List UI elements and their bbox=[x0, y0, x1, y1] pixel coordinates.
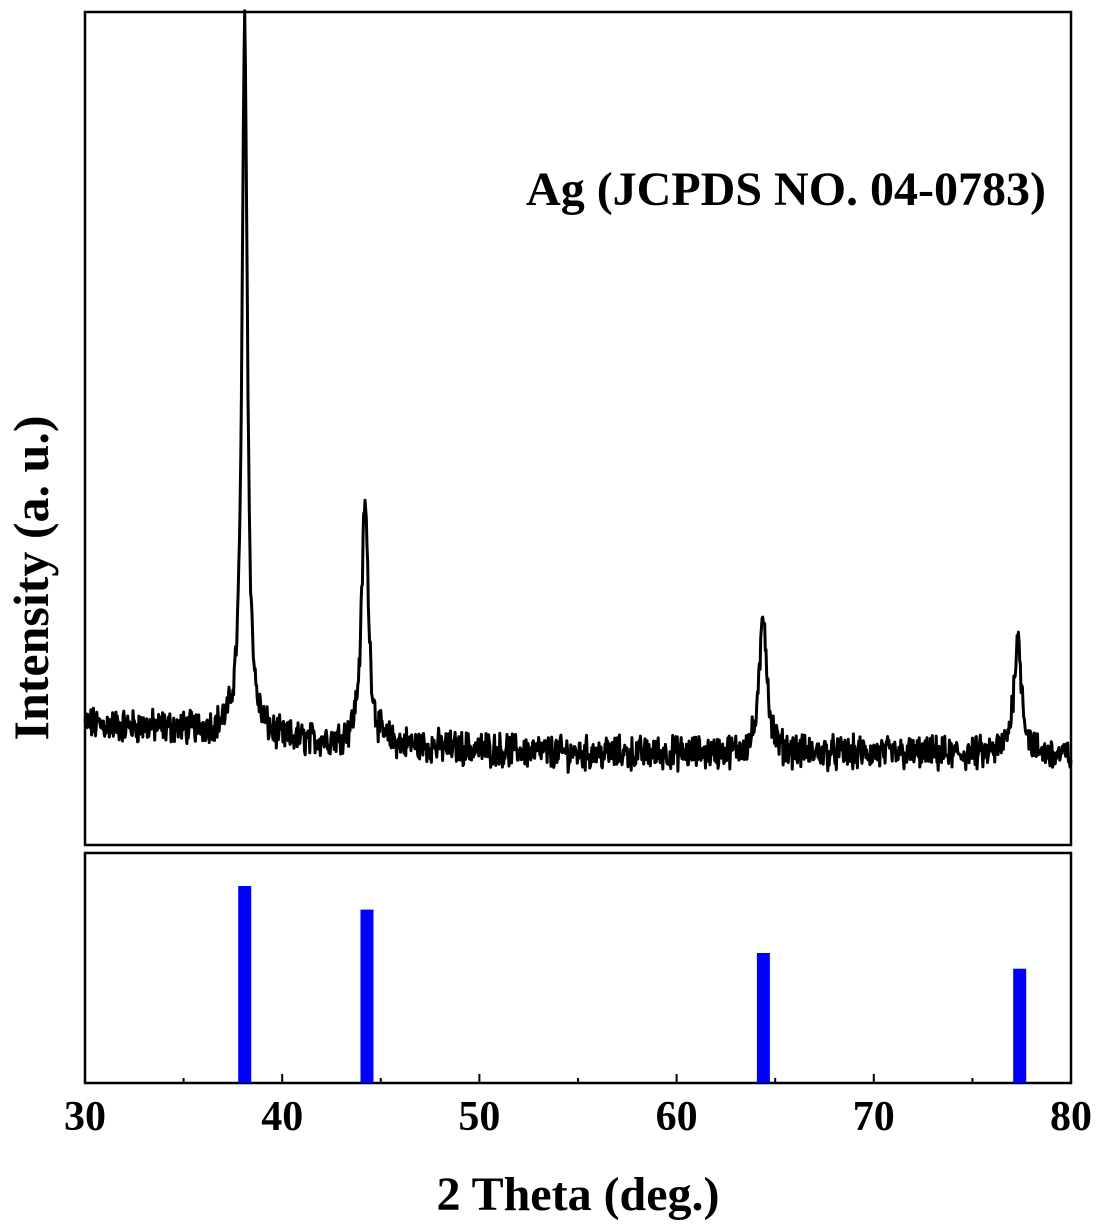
bottom-panel-frame bbox=[83, 851, 1073, 1085]
x-tick-label: 50 bbox=[458, 1094, 500, 1140]
y-axis-label: Intensity (a. u.) bbox=[3, 415, 59, 740]
x-tick-label: 80 bbox=[1050, 1094, 1092, 1140]
reference-bar bbox=[756, 953, 770, 1083]
reference-bar bbox=[360, 909, 374, 1083]
reference-bar bbox=[1013, 968, 1027, 1083]
phase-annotation: Ag (JCPDS NO. 04-0783) bbox=[526, 163, 1046, 216]
reference-bars bbox=[238, 886, 1027, 1083]
x-axis-ticks: 30 40 50 60 70 80 bbox=[64, 1074, 1092, 1140]
top-panel-frame bbox=[83, 10, 1073, 847]
x-tick-label: 60 bbox=[656, 1094, 698, 1140]
x-tick-label: 30 bbox=[64, 1094, 106, 1140]
reference-bar bbox=[238, 886, 252, 1083]
x-axis-label: 2 Theta (deg.) bbox=[436, 1168, 719, 1221]
x-tick-label: 70 bbox=[853, 1094, 895, 1140]
x-tick-label: 40 bbox=[261, 1094, 303, 1140]
xrd-pattern-line bbox=[83, 9, 1073, 774]
